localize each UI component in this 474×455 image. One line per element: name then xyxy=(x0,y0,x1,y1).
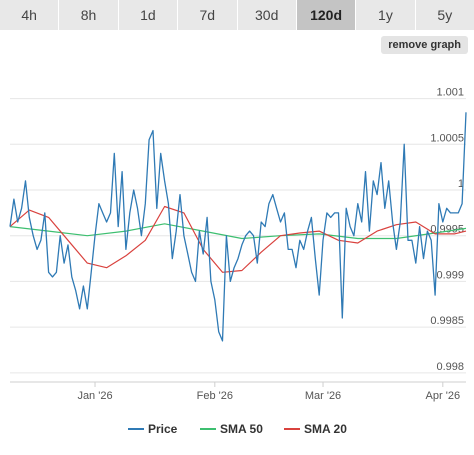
legend-label: SMA 20 xyxy=(304,422,347,436)
tab-8h[interactable]: 8h xyxy=(59,0,119,30)
grid-lines xyxy=(10,98,466,374)
legend-label: SMA 50 xyxy=(220,422,263,436)
tab-5y[interactable]: 5y xyxy=(415,0,474,30)
tab-7d[interactable]: 7d xyxy=(178,0,238,30)
x-axis-ticks: Jan '26 Feb '26 Mar '26 Apr '26 xyxy=(77,382,460,402)
legend-label: Price xyxy=(148,422,178,436)
tab-1d[interactable]: 1d xyxy=(118,0,179,30)
y-tick-label: 1.001 xyxy=(436,87,464,99)
x-tick-label: Mar '26 xyxy=(305,390,341,402)
y-tick-label: 1.0005 xyxy=(430,132,464,144)
y-tick-label: 0.999 xyxy=(436,269,464,281)
series-line-sma-50 xyxy=(9,223,467,240)
x-tick-label: Apr '26 xyxy=(426,390,461,402)
x-tick-label: Feb '26 xyxy=(197,390,233,402)
tab-4h[interactable]: 4h xyxy=(0,0,60,30)
series-lines xyxy=(9,112,467,342)
tab-30d[interactable]: 30d xyxy=(237,0,297,30)
y-tick-label: 1 xyxy=(458,178,464,190)
remove-graph-button[interactable]: remove graph xyxy=(381,36,468,54)
timeframe-tabs: 4h 8h 1d 7d 30d 120d 1y 5y xyxy=(0,0,474,30)
y-tick-label: 0.998 xyxy=(436,361,464,373)
series-line-sma-20 xyxy=(9,205,467,273)
x-tick-label: Jan '26 xyxy=(77,390,112,402)
series-line-price xyxy=(9,112,467,342)
tab-1y[interactable]: 1y xyxy=(356,0,416,30)
legend: Price SMA 50 SMA 20 xyxy=(128,422,347,436)
y-tick-label: 0.9985 xyxy=(430,315,464,327)
tab-120d[interactable]: 120d xyxy=(296,0,357,30)
